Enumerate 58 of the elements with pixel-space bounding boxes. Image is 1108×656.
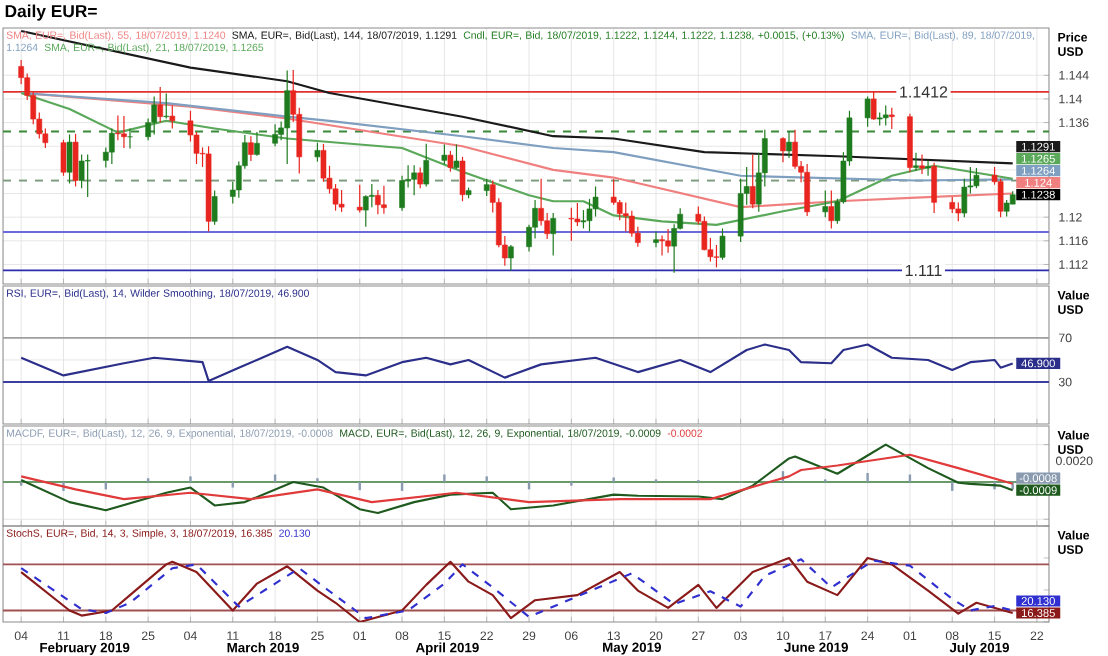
candlestick: [453, 143, 460, 170]
ref-line-label: 1.1412: [900, 86, 948, 98]
candlestick: [151, 95, 157, 136]
candlestick: [622, 201, 629, 232]
candlestick: [913, 152, 919, 172]
candlestick: [66, 133, 73, 185]
candlestick: [248, 135, 254, 162]
candlestick: [870, 91, 877, 121]
ref-line-label: 1.111: [905, 264, 942, 276]
candlestick: [447, 150, 454, 173]
candlestick: [804, 163, 810, 217]
candlestick: [375, 189, 381, 215]
candlestick: [659, 234, 665, 257]
candlestick: [786, 130, 792, 159]
candlestick: [955, 201, 962, 222]
candlestick: [925, 159, 931, 177]
candlestick: [780, 136, 786, 163]
candlestick: [882, 104, 889, 127]
candlestick: [828, 189, 835, 230]
candlestick: [653, 230, 659, 248]
candlestick: [211, 189, 218, 226]
candlestick: [568, 207, 575, 242]
candlestick: [84, 153, 91, 198]
candlestick: [314, 142, 321, 163]
candlestick: [78, 153, 85, 189]
candlestick: [973, 167, 980, 189]
candlestick: [864, 95, 871, 128]
candlestick: [109, 127, 115, 165]
candlestick: [441, 143, 448, 166]
candlestick: [508, 244, 514, 271]
candlestick: [338, 189, 345, 213]
candlestick: [411, 164, 417, 196]
candlestick: [665, 228, 671, 254]
candlestick: [459, 156, 466, 202]
candlestick: [121, 115, 127, 149]
candlestick: [254, 131, 260, 157]
candlestick: [719, 227, 726, 261]
candlestick: [423, 143, 430, 188]
candlestick: [169, 104, 176, 130]
candlestick: [272, 123, 278, 147]
candlestick: [72, 133, 79, 188]
candlestick: [356, 184, 363, 214]
candlestick: [115, 114, 121, 141]
candlestick: [163, 93, 170, 120]
candlestick: [127, 127, 133, 150]
candlestick: [284, 69, 290, 165]
candlestick: [60, 139, 67, 177]
candlestick: [157, 86, 164, 124]
candlestick: [417, 166, 424, 189]
candlestick: [919, 153, 925, 175]
candlestick: [713, 244, 720, 269]
candlestick: [822, 189, 829, 218]
candlestick: [381, 185, 387, 215]
candlestick: [888, 107, 895, 130]
candlestick: [931, 162, 937, 214]
candlestick: [550, 212, 557, 257]
candlestick: [749, 153, 756, 209]
chart-title: Daily EUR=: [5, 4, 97, 21]
